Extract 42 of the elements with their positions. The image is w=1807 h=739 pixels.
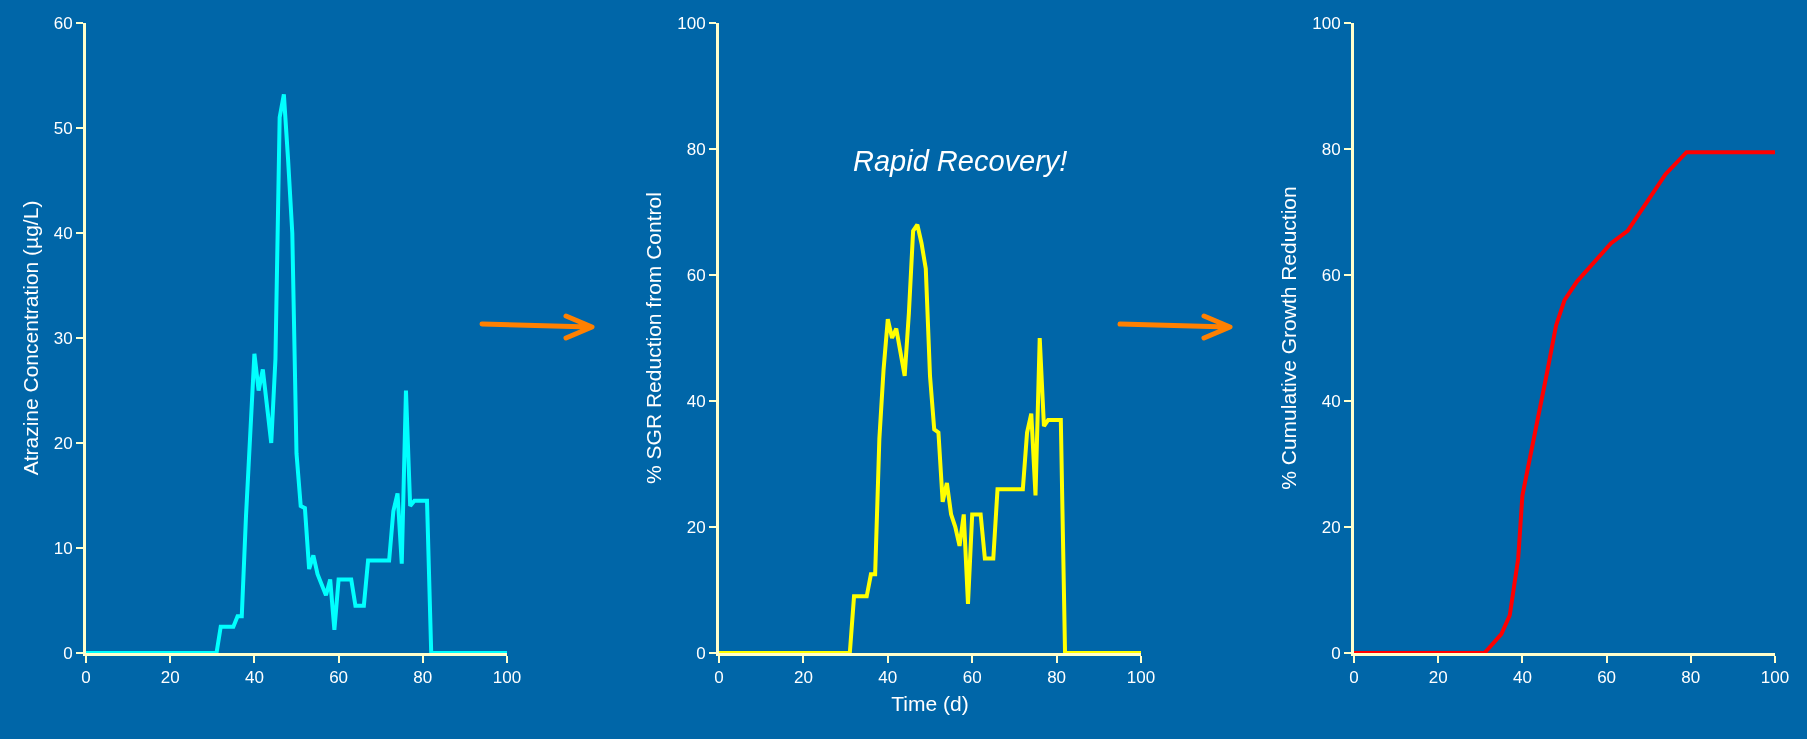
x-tick-label: 100 <box>1126 668 1156 688</box>
x-tick-label: 20 <box>1428 668 1448 688</box>
y-axis-title: % SGR Reduction from Control <box>642 192 666 484</box>
y-tick-label: 40 <box>686 391 706 411</box>
y-tick-label: 50 <box>53 118 73 138</box>
x-tick-label: 100 <box>1760 668 1790 688</box>
y-tick-label: 60 <box>1321 265 1341 285</box>
x-tick-label: 60 <box>962 668 982 688</box>
y-tick-label: 40 <box>1321 391 1341 411</box>
y-tick-label: 0 <box>696 643 706 663</box>
y-tick-label: 10 <box>53 538 73 558</box>
y-tick-label: 0 <box>63 643 73 663</box>
x-tick-label: 0 <box>81 668 91 688</box>
y-tick-label: 80 <box>1321 139 1341 159</box>
x-tick-label: 60 <box>329 668 349 688</box>
x-tick-label: 0 <box>714 668 724 688</box>
x-tick-label: 40 <box>1512 668 1532 688</box>
y-tick-label: 0 <box>1331 643 1341 663</box>
y-tick-label: 80 <box>686 139 706 159</box>
x-tick-label: 100 <box>492 668 522 688</box>
x-tick-label: 20 <box>793 668 813 688</box>
annotation: Rapid Recovery! <box>853 145 1068 177</box>
y-tick-label: 20 <box>686 517 706 537</box>
y-tick-label: 60 <box>53 13 73 33</box>
y-tick-label: 20 <box>1321 517 1341 537</box>
y-tick-label: 40 <box>53 223 73 243</box>
x-tick-label: 80 <box>1047 668 1067 688</box>
x-tick-label: 80 <box>413 668 433 688</box>
x-tick-label: 60 <box>1597 668 1617 688</box>
y-axis-title: % Cumulative Growth Reduction <box>1277 186 1301 490</box>
x-tick-label: 20 <box>160 668 180 688</box>
y-tick-label: 20 <box>53 433 73 453</box>
x-tick-label: 0 <box>1349 668 1359 688</box>
x-tick-label: 40 <box>878 668 898 688</box>
x-axis-title: Time (d) <box>891 691 969 715</box>
y-axis-title: Atrazine Concentration (µg/L) <box>18 200 42 476</box>
y-tick-label: 100 <box>677 13 706 33</box>
y-tick-label: 60 <box>686 265 706 285</box>
y-tick-label: 30 <box>53 328 73 348</box>
y-tick-label: 100 <box>1312 13 1341 33</box>
x-tick-label: 40 <box>244 668 264 688</box>
x-tick-label: 80 <box>1681 668 1701 688</box>
